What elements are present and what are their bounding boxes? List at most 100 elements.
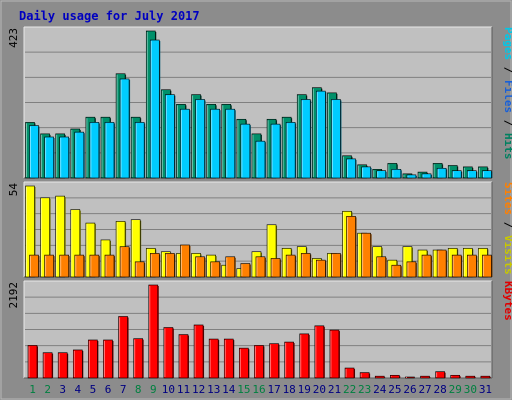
bar-sites-day-26 <box>406 261 417 278</box>
bar-pages-day-17 <box>270 123 281 179</box>
bar-sites-day-17 <box>270 258 281 278</box>
bar-pages-day-10 <box>165 94 175 179</box>
bar-pages-day-14 <box>225 108 236 179</box>
bar-sites-day-29 <box>451 254 462 278</box>
bar-pages-day-2 <box>44 136 54 179</box>
bar-sites-day-15 <box>240 263 251 278</box>
x-tick-label-day-4: 4 <box>75 383 82 396</box>
bar-sites-day-9 <box>149 253 160 278</box>
bar-kbytes-day-5 <box>88 339 98 379</box>
x-tick-label-day-17: 17 <box>267 383 280 396</box>
bar-pages-day-6 <box>104 122 115 179</box>
x-tick-label-day-13: 13 <box>207 383 220 396</box>
bar-sites-day-28 <box>436 249 447 278</box>
legend-pages: Pages <box>502 27 512 60</box>
x-tick-label-day-10: 10 <box>162 383 175 396</box>
x-tick-label-day-2: 2 <box>44 383 51 396</box>
bar-pages-day-20 <box>316 90 326 179</box>
legend-files: Files <box>502 80 512 113</box>
bar-sites-day-5 <box>89 254 100 278</box>
bar-sites-day-4 <box>74 254 85 278</box>
x-tick-label-day-21: 21 <box>328 383 341 396</box>
x-tick-label-day-24: 24 <box>373 383 387 396</box>
bar-pages-day-27 <box>421 173 432 179</box>
bar-kbytes-day-13 <box>208 338 219 379</box>
bar-kbytes-day-21 <box>329 329 340 379</box>
bar-sites-day-27 <box>421 254 432 278</box>
x-tick-label-day-15: 15 <box>237 383 250 396</box>
panel-1: 423 Pages / Files / Hits <box>7 26 512 179</box>
bar-pages-day-16 <box>255 140 266 179</box>
bar-sites-day-24 <box>376 256 387 278</box>
bar-sites-day-8 <box>134 261 145 278</box>
x-tick-label-day-29: 29 <box>449 383 462 396</box>
legend-visits: Visits <box>502 235 512 275</box>
bar-sites-day-2 <box>44 254 54 278</box>
x-tick-label-day-26: 26 <box>403 383 416 396</box>
bar-pages-day-28 <box>436 167 447 179</box>
bar-kbytes-day-31 <box>480 375 491 379</box>
x-tick-label-day-31: 31 <box>479 383 492 396</box>
bar-pages-day-30 <box>467 170 477 179</box>
bar-kbytes-day-27 <box>420 375 430 379</box>
bar-pages-day-26 <box>406 174 417 179</box>
bar-pages-day-19 <box>300 99 311 179</box>
bar-kbytes-day-29 <box>450 374 461 379</box>
x-tick-label-day-14: 14 <box>222 383 236 396</box>
bar-kbytes-day-11 <box>178 334 189 379</box>
bar-pages-day-24 <box>376 170 387 179</box>
legend-separator: / <box>502 215 512 235</box>
x-tick-label-day-1: 1 <box>29 383 36 396</box>
bar-kbytes-day-18 <box>284 341 294 379</box>
bar-kbytes-day-9 <box>148 284 159 379</box>
bar-sites-day-6 <box>104 254 115 278</box>
bar-kbytes-day-10 <box>163 327 174 379</box>
bar-sites-day-21 <box>331 253 341 278</box>
panel-legend: KBytes <box>502 281 512 321</box>
x-tick-label-day-18: 18 <box>283 383 296 396</box>
x-tick-label-day-22: 22 <box>343 383 356 396</box>
bar-kbytes-day-1 <box>27 345 38 379</box>
bar-kbytes-day-20 <box>314 325 325 379</box>
bar-sites-day-19 <box>300 253 311 278</box>
bar-pages-day-7 <box>119 78 130 179</box>
x-tick-label-day-23: 23 <box>358 383 371 396</box>
bar-kbytes-day-12 <box>193 324 204 379</box>
bar-pages-day-8 <box>134 122 145 179</box>
bar-pages-day-25 <box>391 169 402 179</box>
bar-sites-day-12 <box>195 256 205 278</box>
x-tick-label-day-7: 7 <box>120 383 127 396</box>
x-tick-label-day-20: 20 <box>313 383 326 396</box>
bar-pages-day-13 <box>210 108 220 179</box>
bar-kbytes-day-6 <box>103 339 113 379</box>
bar-sites-day-18 <box>285 254 296 278</box>
bar-kbytes-day-24 <box>374 375 385 379</box>
bar-pages-day-5 <box>89 122 100 179</box>
x-tick-label-day-6: 6 <box>105 383 112 396</box>
bar-kbytes-day-22 <box>344 367 355 379</box>
bar-kbytes-day-26 <box>405 376 415 379</box>
x-tick-label-day-28: 28 <box>434 383 447 396</box>
bar-sites-day-25 <box>391 264 402 278</box>
bar-pages-day-15 <box>240 123 251 179</box>
bar-kbytes-day-17 <box>269 343 279 379</box>
bar-pages-day-29 <box>451 170 462 179</box>
bar-pages-day-3 <box>59 136 69 179</box>
y-max-label: 423 <box>7 28 20 48</box>
bar-pages-day-22 <box>346 158 356 179</box>
y-max-label: 54 <box>7 183 20 197</box>
x-tick-label-day-8: 8 <box>135 383 142 396</box>
x-tick-label-day-5: 5 <box>90 383 97 396</box>
bar-kbytes-day-8 <box>133 338 143 379</box>
bar-kbytes-day-23 <box>359 372 370 379</box>
bar-kbytes-day-15 <box>239 347 249 379</box>
bar-kbytes-day-25 <box>390 374 400 379</box>
bar-pages-day-1 <box>29 125 39 179</box>
chart-panels: 423 Pages / Files / Hits 54 Sites / Visits 2… <box>7 26 512 379</box>
chart-title: Daily usage for July 2017 <box>19 9 200 23</box>
panel-2: 54 Sites / Visits <box>7 181 512 278</box>
bar-pages-day-21 <box>331 99 341 179</box>
bar-sites-day-3 <box>59 254 69 278</box>
